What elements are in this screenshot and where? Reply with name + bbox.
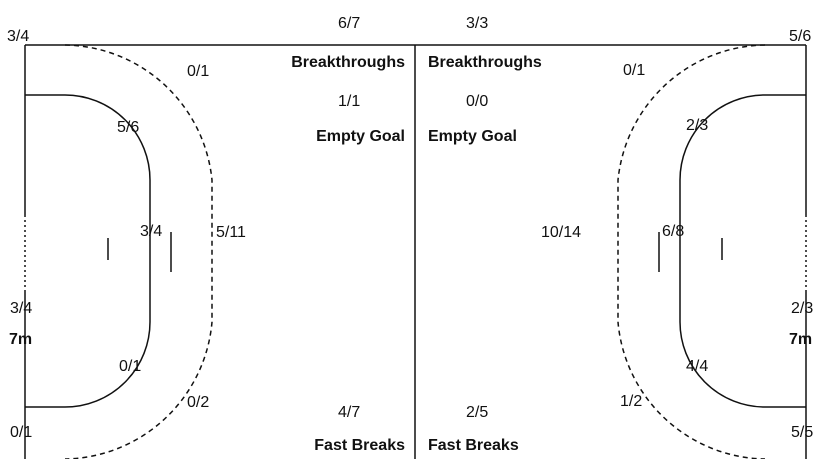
left-lower-six-stat: 0/1 <box>119 358 142 375</box>
right-center-six-stat: 6/8 <box>662 223 685 240</box>
right-seven-m-stat: 2/3 <box>791 300 814 317</box>
left-upper-wing-stat: 0/1 <box>187 63 210 80</box>
left-fast-breaks-label: Fast Breaks <box>314 437 405 454</box>
left-empty-goal-value: 1/1 <box>338 93 361 110</box>
right-lower-wing-stat: 1/2 <box>620 393 643 410</box>
right-top-corner-stat: 5/6 <box>789 28 812 45</box>
right-breakthroughs-label: Breakthroughs <box>428 54 542 71</box>
left-upper-six-stat: 5/6 <box>117 119 140 136</box>
right-empty-goal-label: Empty Goal <box>428 128 517 145</box>
right-bottom-corner-stat: 5/5 <box>791 424 814 441</box>
right-upper-wing-stat: 0/1 <box>623 62 646 79</box>
goal-area-right <box>679 94 806 408</box>
left-center-nine-stat: 5/11 <box>216 224 246 241</box>
right-empty-goal-value: 0/0 <box>466 93 489 110</box>
right-upper-six-stat: 2/3 <box>686 117 709 134</box>
left-center-six-stat: 3/4 <box>140 223 163 240</box>
free-throw-line-right <box>617 44 766 459</box>
left-seven-m-label: 7m <box>9 331 33 348</box>
left-breakthroughs-value: 6/7 <box>338 15 361 32</box>
right-breakthroughs-value: 3/3 <box>466 15 489 32</box>
right-lower-six-stat: 4/4 <box>686 358 709 375</box>
left-top-corner-stat: 3/4 <box>7 28 30 45</box>
right-fast-breaks-value: 2/5 <box>466 404 489 421</box>
right-seven-m-label: 7m <box>789 331 813 348</box>
left-breakthroughs-label: Breakthroughs <box>291 54 405 71</box>
left-lower-wing-stat: 0/2 <box>187 394 210 411</box>
left-fast-breaks-value: 4/7 <box>338 404 361 421</box>
left-bottom-corner-stat: 0/1 <box>10 424 33 441</box>
right-center-nine-stat: 10/14 <box>541 224 582 241</box>
goal-area-left <box>25 94 151 408</box>
left-seven-m-stat: 3/4 <box>10 300 33 317</box>
right-fast-breaks-label: Fast Breaks <box>428 437 519 454</box>
free-throw-line-left <box>64 44 213 459</box>
left-empty-goal-label: Empty Goal <box>316 128 405 145</box>
